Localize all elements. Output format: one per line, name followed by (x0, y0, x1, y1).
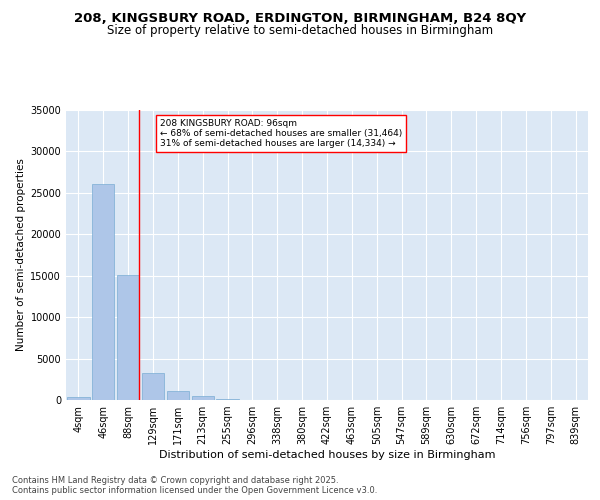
Text: 208 KINGSBURY ROAD: 96sqm
← 68% of semi-detached houses are smaller (31,464)
31%: 208 KINGSBURY ROAD: 96sqm ← 68% of semi-… (160, 118, 402, 148)
Bar (142, 372, 164, 400)
Bar (92, 184, 115, 400)
Bar (67, 397, 89, 400)
Text: Size of property relative to semi-detached houses in Birmingham: Size of property relative to semi-detach… (107, 24, 493, 37)
Bar (191, 396, 214, 400)
X-axis label: Distribution of semi-detached houses by size in Birmingham: Distribution of semi-detached houses by … (159, 450, 495, 460)
Bar (217, 399, 239, 400)
Text: 208, KINGSBURY ROAD, ERDINGTON, BIRMINGHAM, B24 8QY: 208, KINGSBURY ROAD, ERDINGTON, BIRMINGH… (74, 12, 526, 26)
Bar (117, 275, 139, 400)
Y-axis label: Number of semi-detached properties: Number of semi-detached properties (16, 158, 26, 352)
Text: Contains HM Land Registry data © Crown copyright and database right 2025.
Contai: Contains HM Land Registry data © Crown c… (12, 476, 377, 495)
Bar (167, 392, 189, 400)
